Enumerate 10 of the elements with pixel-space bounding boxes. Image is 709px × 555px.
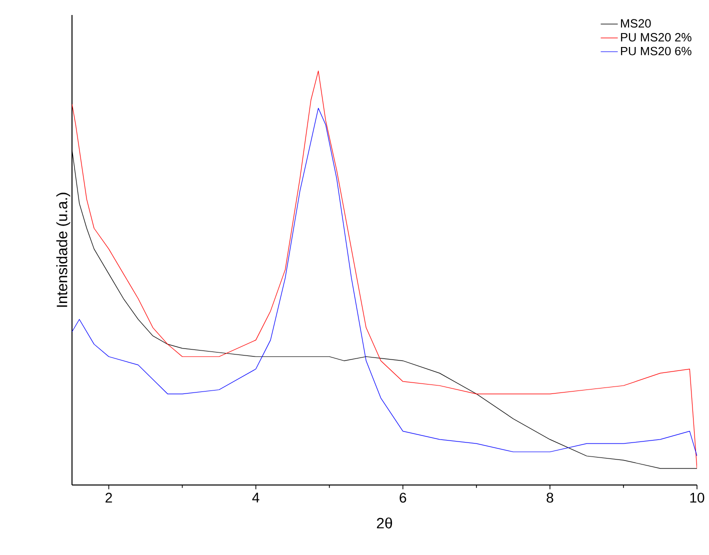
y-axis-title: Intensidade (u.a.)	[56, 192, 70, 307]
x-tick-label: 6	[400, 492, 406, 503]
x-axis-title: 2θ	[376, 517, 392, 528]
x-tick-label: 8	[546, 492, 554, 503]
legend-label: PU MS20 6%	[621, 46, 692, 56]
legend-label: MS20	[621, 19, 651, 28]
x-tick-label: 2	[106, 492, 112, 503]
x-tick-label: 4	[252, 492, 260, 502]
x-tick-label: 10	[690, 492, 704, 503]
legend-label: PU MS20 2%	[621, 33, 692, 42]
